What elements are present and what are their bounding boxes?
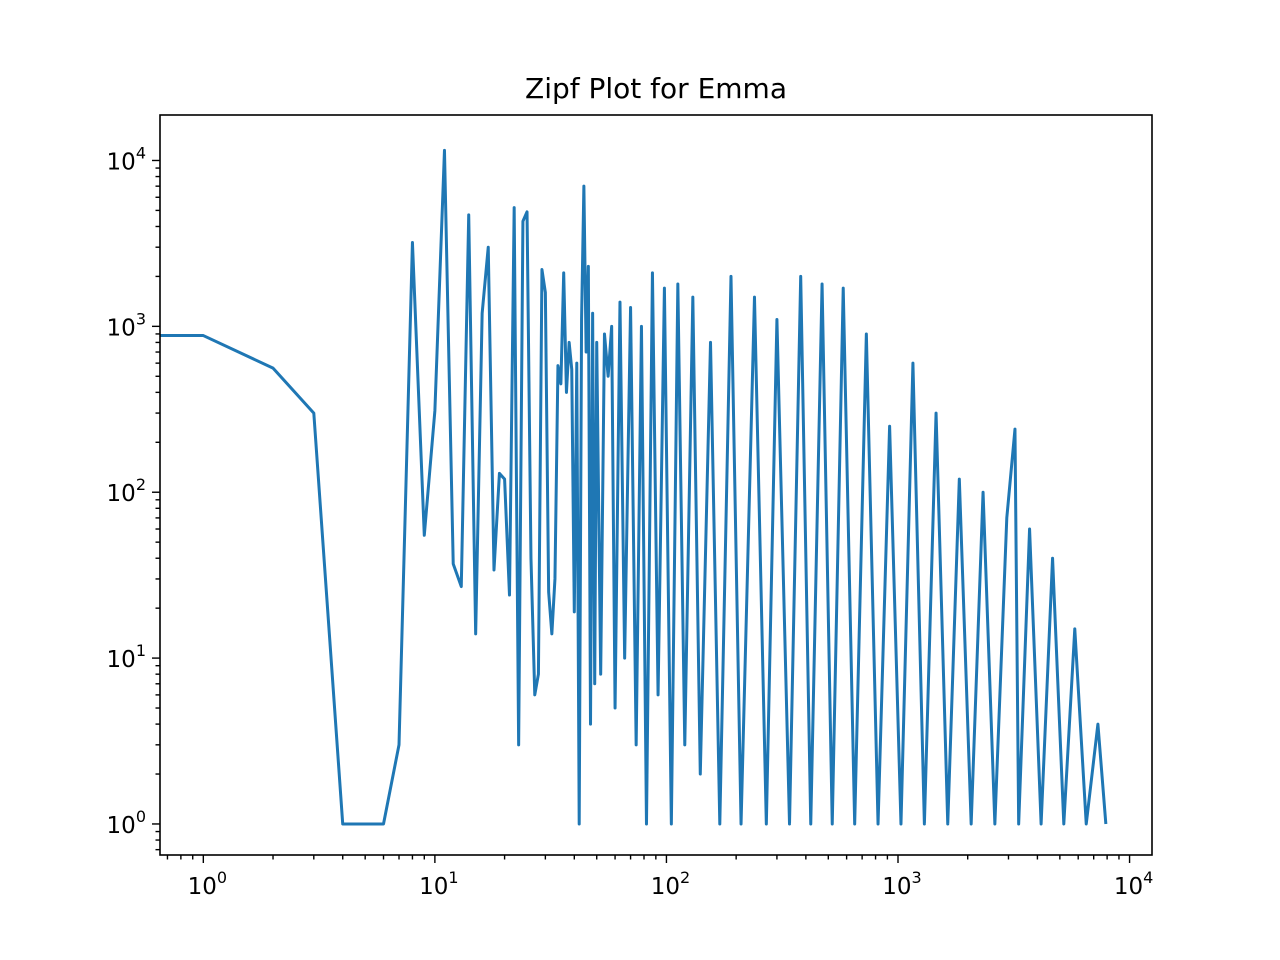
x-tick-label-4-base: 10 [1114,874,1143,900]
chart-title: Zipf Plot for Emma [525,72,787,105]
y-tick-label-1: 101 [107,641,146,673]
x-tick-label-0-exponent: 0 [217,868,227,887]
y-tick-label-4-base: 10 [107,149,136,175]
y-tick-label-2-base: 10 [107,481,136,507]
y-tick-label-0: 100 [107,807,146,839]
y-tick-label-0-base: 10 [107,813,136,839]
y-tick-label-3-exponent: 3 [136,309,146,328]
x-tick-label-3-exponent: 3 [912,868,922,887]
x-tick-label-1: 101 [419,868,458,900]
y-tick-label-1-exponent: 1 [136,641,146,660]
x-tick-label-2-exponent: 2 [680,868,690,887]
x-tick-label-3: 103 [882,868,921,900]
x-tick-label-1-base: 10 [419,874,448,900]
x-tick-label-0-base: 10 [188,874,217,900]
y-tick-label-1-base: 10 [107,647,136,673]
series-layer [160,148,1108,826]
y-tick-label-3: 103 [107,309,146,341]
x-tick-label-0: 100 [188,868,227,900]
x-tick-label-4: 104 [1114,868,1153,900]
y-tick-label-2: 102 [107,475,146,507]
y-tick-label-4-exponent: 4 [136,143,146,162]
x-tick-label-2-base: 10 [651,874,680,900]
series-line-0 [160,148,1108,826]
x-tick-label-1-exponent: 1 [448,868,458,887]
y-tick-label-2-exponent: 2 [136,475,146,494]
y-tick-label-0-exponent: 0 [136,807,146,826]
x-tick-label-4-exponent: 4 [1143,868,1153,887]
x-tick-label-2: 102 [651,868,690,900]
x-tick-label-3-base: 10 [882,874,911,900]
y-tick-label-3-base: 10 [107,315,136,341]
y-tick-label-4: 104 [107,143,146,175]
